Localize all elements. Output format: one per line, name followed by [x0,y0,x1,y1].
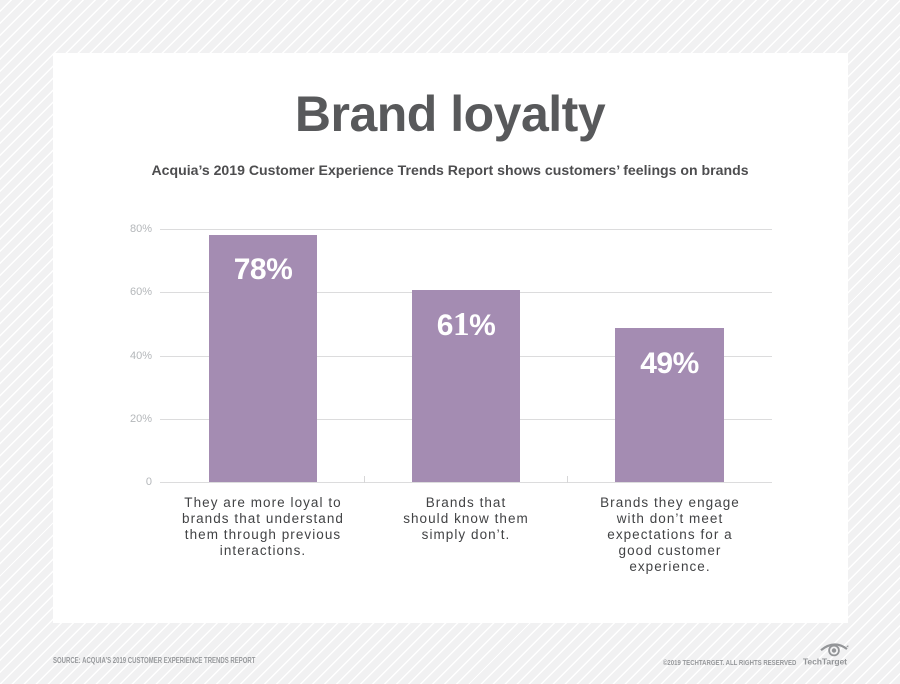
svg-text:TechTarget: TechTarget [803,656,847,666]
